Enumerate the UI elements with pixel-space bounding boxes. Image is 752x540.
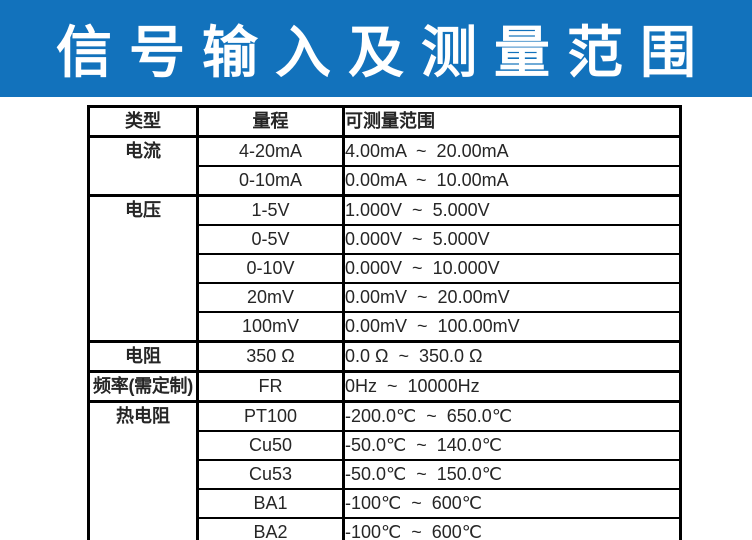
range-cell: 4-20mA (196, 135, 345, 167)
table-row: 电阻 350 Ω 0.0 Ω ~ 350.0 Ω (87, 340, 682, 373)
range-cell: Cu53 (196, 459, 345, 490)
table-row: 0-10mA 0.00mA ~ 10.00mA (89, 165, 682, 197)
range-cell: BA1 (196, 488, 345, 519)
title-banner: 信号输入及测量范围 (0, 0, 752, 97)
measurable-cell: -50.0℃ ~ 140.0℃ (342, 430, 682, 461)
table-row: 电流 4-20mA 4.00mA ~ 20.00mA (87, 135, 682, 197)
column-header-type: 类型 (87, 105, 199, 138)
range-cell: 0-10mA (196, 165, 345, 197)
range-cell: FR (196, 370, 345, 403)
measurable-cell: 0.0 Ω ~ 350.0 Ω (342, 340, 682, 373)
measurable-cell: 0.000V ~ 5.000V (342, 224, 682, 255)
range-cell: PT100 (196, 400, 345, 432)
measurable-cell: -50.0℃ ~ 150.0℃ (342, 459, 682, 490)
range-cell: 100mV (196, 311, 345, 343)
measurable-cell: 0.00mV ~ 20.00mV (342, 282, 682, 313)
table-row: Cu50 -50.0℃ ~ 140.0℃ (89, 430, 682, 461)
measurable-cell: 1.000V ~ 5.000V (342, 194, 682, 226)
type-cell: 电压 (87, 194, 199, 343)
table-row: BA1 -100℃ ~ 600℃ (89, 488, 682, 519)
range-cell: 0-5V (196, 224, 345, 255)
measurable-cell: 0.00mV ~ 100.00mV (342, 311, 682, 343)
measurable-cell: 0Hz ~ 10000Hz (342, 370, 682, 403)
range-cell: BA2 (196, 517, 345, 540)
column-header-measurable: 可测量范围 (342, 105, 682, 138)
table-row: 0-5V 0.000V ~ 5.000V (89, 224, 682, 255)
header-row: 类型 量程 可测量范围 (87, 105, 682, 138)
table-row: Cu53 -50.0℃ ~ 150.0℃ (89, 459, 682, 490)
measurable-cell: 0.000V ~ 10.000V (342, 253, 682, 284)
type-cell: 电流 (87, 135, 199, 197)
measurable-cell: -100℃ ~ 600℃ (342, 488, 682, 519)
table-row: 电压 1-5V 1.000V ~ 5.000V (87, 194, 682, 343)
range-cell: 350 Ω (196, 340, 345, 373)
measurable-cell: 4.00mA ~ 20.00mA (342, 135, 682, 167)
table-row: 热电阻 PT100 -200.0℃ ~ 650.0℃ (87, 400, 682, 540)
table-row: 0-10V 0.000V ~ 10.000V (89, 253, 682, 284)
table-row: 20mV 0.00mV ~ 20.00mV (89, 282, 682, 313)
column-header-range: 量程 (196, 105, 345, 138)
table-row: 频率(需定制) FR 0Hz ~ 10000Hz (87, 370, 682, 403)
page-title: 信号输入及测量范围 (56, 21, 713, 84)
table-row: 100mV 0.00mV ~ 100.00mV (89, 311, 682, 343)
range-cell: 0-10V (196, 253, 345, 284)
signal-range-table: 类型 量程 可测量范围 电流 4-20mA 4.00mA ~ 20.00mA 0… (87, 105, 682, 540)
measurable-cell: -100℃ ~ 600℃ (342, 517, 682, 540)
type-cell: 电阻 (87, 340, 199, 373)
range-cell: 1-5V (196, 194, 345, 226)
measurable-cell: -200.0℃ ~ 650.0℃ (342, 400, 682, 432)
range-cell: 20mV (196, 282, 345, 313)
type-cell: 热电阻 (87, 400, 199, 540)
type-cell: 频率(需定制) (87, 370, 199, 403)
measurable-cell: 0.00mA ~ 10.00mA (342, 165, 682, 197)
table-row: BA2 -100℃ ~ 600℃ (89, 517, 682, 540)
range-cell: Cu50 (196, 430, 345, 461)
